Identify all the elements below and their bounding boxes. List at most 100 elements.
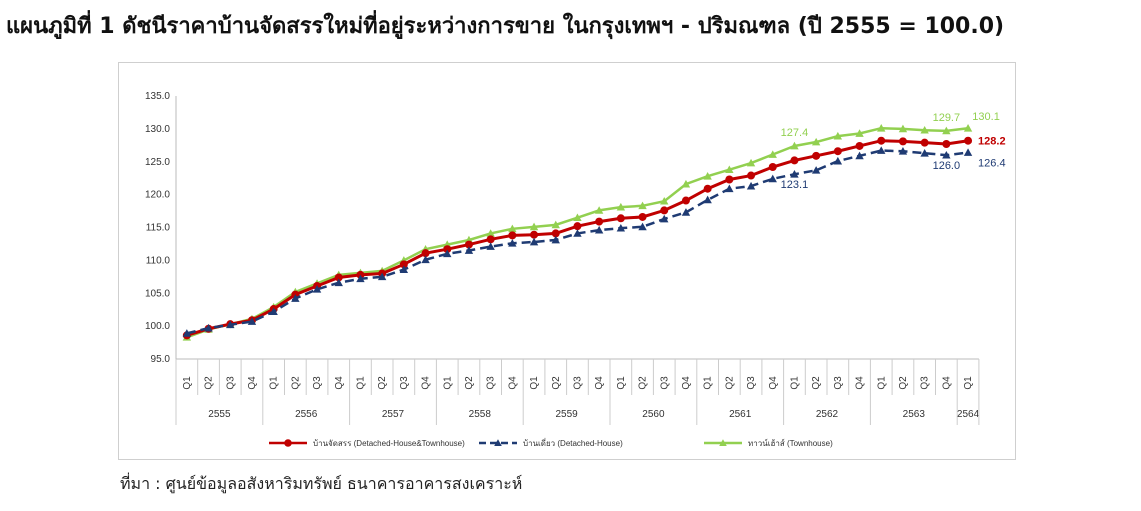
y-tick-label: 115.0 xyxy=(146,223,171,234)
data-point xyxy=(833,147,842,156)
x-tick-label: Q3 xyxy=(486,376,497,390)
data-point xyxy=(660,206,669,215)
year-label: 2560 xyxy=(642,409,665,420)
legend-marker xyxy=(284,439,292,447)
y-tick-label: 110.0 xyxy=(146,255,171,266)
x-tick-label: Q2 xyxy=(464,376,475,390)
data-point xyxy=(703,184,712,193)
data-point xyxy=(963,148,973,156)
x-tick-label: Q3 xyxy=(312,376,323,390)
x-tick-label: Q4 xyxy=(768,376,779,390)
data-point xyxy=(508,224,517,233)
data-label: 126.4 xyxy=(978,158,1006,170)
x-tick-label: Q3 xyxy=(920,376,931,390)
data-point xyxy=(920,138,929,147)
data-point xyxy=(399,260,408,269)
data-point xyxy=(790,170,799,178)
data-point xyxy=(356,274,365,283)
chart-title: แผนภูมิที่ 1 ดัชนีราคาบ้านจัดสรรใหม่ที่อ… xyxy=(6,14,1005,39)
y-tick-label: 120.0 xyxy=(145,190,170,201)
x-tick-label: Q1 xyxy=(703,376,714,390)
x-tick-label: Q3 xyxy=(659,376,670,390)
data-point xyxy=(312,285,322,293)
data-label: 128.2 xyxy=(978,136,1006,148)
data-point xyxy=(616,223,626,232)
data-point xyxy=(855,129,864,137)
line-chart: 95.0 100.0 105.0 110.0 115.0 120.0 125.0 130.0 1… xyxy=(145,91,1006,448)
source-note: ที่มา : ศูนย์ข้อมูลอสังหาริมทรัพย์ ธนาคา… xyxy=(120,474,523,493)
data-point xyxy=(725,184,734,193)
series-line xyxy=(186,139,969,337)
y-tick-label: 135.0 xyxy=(145,91,170,102)
data-point xyxy=(790,141,799,150)
data-point xyxy=(377,272,387,281)
x-tick-label: Q4 xyxy=(334,376,345,390)
x-tick-label: Q2 xyxy=(898,376,909,390)
data-point xyxy=(551,229,560,238)
data-point xyxy=(681,196,690,205)
data-point xyxy=(877,136,886,145)
data-point xyxy=(399,265,409,273)
data-point xyxy=(486,229,495,237)
data-point xyxy=(529,237,539,246)
data-point xyxy=(746,181,756,190)
x-tick-label: Q3 xyxy=(746,376,757,390)
year-label: 2556 xyxy=(295,409,318,420)
data-point xyxy=(573,229,582,237)
data-point xyxy=(855,141,864,150)
data-point xyxy=(660,197,669,205)
x-tick-label: Q3 xyxy=(399,376,410,390)
x-tick-label: Q3 xyxy=(225,376,236,390)
data-point xyxy=(920,149,929,157)
x-tick-label: Q2 xyxy=(290,376,301,390)
data-point xyxy=(747,171,756,180)
year-label: 2562 xyxy=(816,409,839,420)
data-point xyxy=(768,163,777,172)
year-label: 2557 xyxy=(382,409,405,420)
x-tick-label: Q1 xyxy=(876,376,887,390)
chart-frame: 95.0 100.0 105.0 110.0 115.0 120.0 125.0 130.0 1… xyxy=(118,62,1016,460)
y-tick-label: 125.0 xyxy=(145,157,170,168)
data-point xyxy=(942,150,951,159)
data-point xyxy=(812,151,821,160)
x-tick-label: Q1 xyxy=(529,376,540,390)
data-point xyxy=(768,150,777,158)
x-tick-label: Q1 xyxy=(182,376,193,390)
data-point xyxy=(898,124,908,133)
legend-marker xyxy=(719,439,727,447)
x-tick-label: Q4 xyxy=(421,376,432,390)
data-point xyxy=(443,245,452,254)
data-point xyxy=(508,239,517,247)
x-tick-label: Q1 xyxy=(789,376,800,390)
data-point xyxy=(898,137,907,146)
series-line xyxy=(186,149,969,335)
data-point xyxy=(877,124,886,132)
year-label: 2563 xyxy=(903,409,926,420)
y-tick-label: 105.0 xyxy=(145,288,170,299)
data-label: 130.1 xyxy=(972,111,1000,123)
x-tick-label: Q1 xyxy=(616,376,627,390)
data-point xyxy=(530,230,539,239)
data-point xyxy=(616,202,626,211)
year-label: 2564 xyxy=(957,409,980,420)
data-point xyxy=(594,206,604,214)
data-label: 129.7 xyxy=(933,112,961,124)
data-point xyxy=(681,208,691,216)
data-point xyxy=(833,131,843,140)
data-point xyxy=(443,249,452,258)
data-point xyxy=(594,225,604,234)
data-point xyxy=(768,174,777,183)
data-point xyxy=(638,201,647,210)
x-tick-label: Q3 xyxy=(572,376,583,390)
data-point xyxy=(703,195,712,204)
x-tick-label: Q2 xyxy=(638,376,649,390)
data-point xyxy=(725,165,734,173)
data-label: 126.0 xyxy=(933,160,961,172)
data-point xyxy=(573,213,582,221)
data-point xyxy=(963,124,973,132)
data-point xyxy=(421,249,430,258)
x-tick-label: Q1 xyxy=(442,376,453,390)
data-point xyxy=(833,156,843,165)
x-tick-label: Q4 xyxy=(681,376,692,390)
data-point xyxy=(421,255,430,264)
